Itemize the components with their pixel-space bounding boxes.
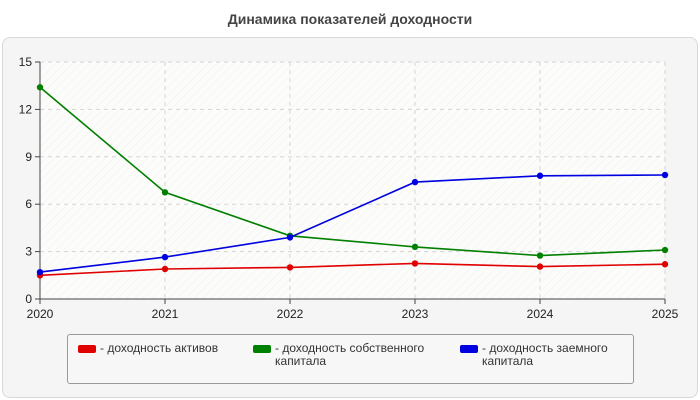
plot-area	[40, 62, 665, 299]
series-lines	[36, 84, 669, 279]
x-tick-label: 2021	[152, 307, 179, 321]
data-point-0	[161, 265, 169, 273]
x-tick-label: 2023	[402, 307, 429, 321]
series-line-2	[39, 174, 666, 273]
data-point-1	[411, 243, 419, 251]
y-tick-label: 15	[19, 55, 33, 69]
tick-labels: 0 3 6 9 12 15 2020 2021 2022 2023 2024 2025	[19, 55, 679, 321]
series-line-1	[39, 86, 666, 257]
data-point-1	[36, 84, 44, 91]
data-point-1	[536, 252, 544, 259]
legend-item-equity: - доходность собственного капитала	[253, 342, 440, 368]
y-tick-label: 3	[25, 245, 32, 259]
legend-label-assets: - доходность активов	[100, 341, 219, 355]
legend-swatch-debt	[460, 345, 478, 353]
data-point-2	[161, 253, 169, 261]
y-tick-label: 0	[25, 292, 32, 306]
axes	[35, 61, 666, 304]
legend-item-debt: - доходность заемного капитала	[460, 342, 632, 368]
data-point-2	[661, 171, 669, 179]
chart-title: Динамика показателей доходности	[227, 11, 473, 27]
data-point-2	[536, 172, 544, 179]
legend-swatch-assets	[78, 345, 96, 353]
y-tick-label: 12	[19, 102, 33, 116]
legend-label-equity: - доходность собственного капитала	[275, 341, 425, 368]
grid-lines	[40, 61, 666, 299]
data-point-0	[536, 263, 544, 270]
data-point-2	[36, 268, 44, 276]
data-point-0	[411, 260, 419, 267]
data-point-2	[286, 234, 294, 241]
legend: - доходность активов - доходность собств…	[67, 334, 634, 384]
data-point-1	[661, 246, 669, 254]
y-tick-label: 9	[25, 150, 32, 164]
x-tick-label: 2022	[277, 307, 304, 321]
data-point-2	[411, 178, 419, 186]
x-tick-label: 2025	[652, 307, 679, 321]
y-tick-label: 6	[25, 197, 32, 211]
x-tick-label: 2024	[527, 307, 554, 321]
data-point-0	[661, 261, 669, 268]
legend-label-debt: - доходность заемного капитала	[482, 341, 608, 368]
data-point-1	[161, 189, 169, 196]
x-tick-label: 2020	[27, 307, 54, 321]
legend-swatch-equity	[253, 345, 271, 353]
series-line-0	[39, 262, 666, 277]
legend-item-assets: - доходность активов	[78, 342, 250, 355]
data-point-0	[286, 264, 294, 271]
